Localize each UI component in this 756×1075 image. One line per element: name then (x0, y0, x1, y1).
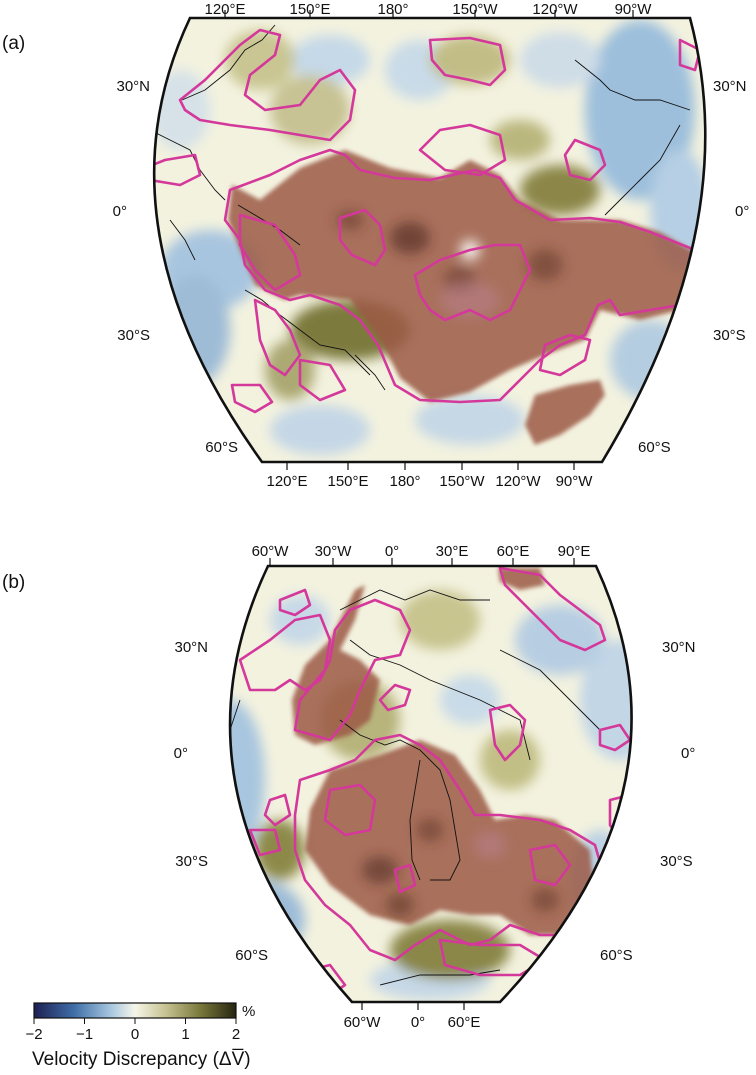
lon-label-top-b-1: 60°W (252, 543, 290, 560)
lat-label-left-a-3: 30°S (117, 327, 150, 344)
colorbar-gradient (33, 1002, 237, 1019)
lat-label-right-b-3: 30°S (660, 853, 693, 870)
lon-label-bottom-a-5: 120°W (495, 473, 541, 490)
lat-label-right-a-4: 60°S (638, 439, 671, 456)
colorbar-title: Velocity Discrepancy (ΔV̅) (32, 1049, 251, 1070)
panel-b-label: (b) (2, 572, 26, 593)
lat-label-right-a-3: 30°S (713, 327, 746, 344)
lon-label-top-b-2: 30°W (315, 543, 353, 560)
lon-label-bottom-b-2: 0° (411, 1014, 425, 1031)
contours-a (154, 28, 706, 414)
lon-label-bottom-a-4: 150°W (439, 473, 485, 490)
lat-label-right-b-4: 60°S (600, 947, 633, 964)
lat-label-left-b-3: 30°S (175, 853, 208, 870)
lon-label-top-b-3: 0° (385, 543, 399, 560)
colorbar-tick-1: −2 (25, 1026, 42, 1043)
lat-label-right-b-1: 30°N (662, 639, 696, 656)
lat-label-right-a-2: 0° (735, 203, 749, 220)
lon-label-top-b-5: 60°E (497, 543, 530, 560)
lat-label-left-a-1: 30°N (116, 78, 150, 95)
panel-a-label: (a) (2, 33, 26, 54)
lat-label-left-b-1: 30°N (174, 639, 208, 656)
colorbar-unit: % (242, 1003, 255, 1020)
lon-label-bottom-a-1: 120°E (266, 473, 307, 490)
lon-label-top-a-2: 150°E (289, 1, 330, 18)
lon-label-top-b-6: 90°E (558, 543, 591, 560)
lon-label-top-a-3: 180° (377, 1, 408, 18)
lat-label-left-a-4: 60°S (205, 439, 238, 456)
lat-label-left-b-2: 0° (174, 745, 188, 762)
lon-label-top-a-6: 90°W (615, 1, 653, 18)
map-panel-a: 120°E 150°E 180° 150°W 120°W 90°W 120°E … (113, 1, 750, 490)
lon-label-top-a-1: 120°E (204, 1, 245, 18)
lat-label-right-b-2: 0° (681, 745, 695, 762)
colorbar-tick-2: −1 (76, 1026, 93, 1043)
colorbar-tick-4: 1 (181, 1026, 189, 1043)
map-panel-b: 60°W 30°W 0° 30°E 60°E 90°E 60°W 0° 60°E… (174, 543, 696, 1031)
colorbar-tick-3: 0 (131, 1026, 139, 1043)
lon-label-bottom-a-6: 90°W (556, 473, 594, 490)
lon-label-bottom-b-1: 60°W (344, 1014, 382, 1031)
lat-label-left-a-2: 0° (113, 203, 127, 220)
colorbar: −2 −1 0 1 2 % Velocity Discrepancy (ΔV̅) (25, 1002, 255, 1070)
lat-label-left-b-4: 60°S (235, 947, 268, 964)
coastlines-b (230, 589, 601, 986)
lat-label-right-a-1: 30°N (713, 78, 747, 95)
lon-label-bottom-a-3: 180° (389, 473, 420, 490)
lon-label-top-a-5: 120°W (532, 1, 578, 18)
lon-label-top-b-4: 30°E (436, 543, 469, 560)
colorbar-tick-5: 2 (232, 1026, 240, 1043)
lon-label-top-a-4: 150°W (452, 1, 498, 18)
lon-label-bottom-a-2: 150°E (327, 473, 368, 490)
lon-label-bottom-b-3: 60°E (448, 1014, 481, 1031)
